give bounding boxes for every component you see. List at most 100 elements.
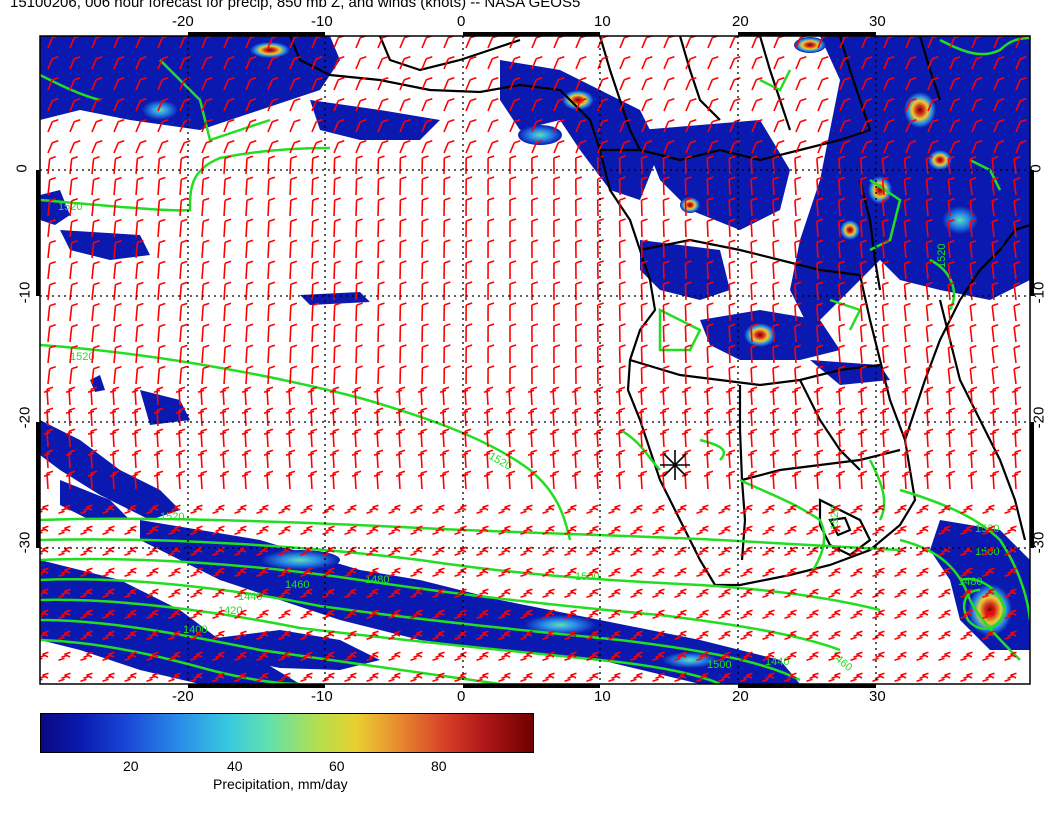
location-marker [660, 450, 690, 480]
wind-barb [575, 281, 583, 301]
wind-barb [989, 449, 1000, 469]
wind-barb [91, 344, 100, 364]
wind-barb [289, 302, 298, 322]
wind-barb [857, 428, 868, 448]
contour-label: 1480 [958, 576, 982, 588]
wind-barb [267, 176, 276, 196]
wind-barb [212, 504, 225, 514]
wind-barb [307, 470, 318, 490]
wind-barb [329, 470, 340, 490]
wind-barb [135, 344, 144, 364]
wind-barb [593, 407, 604, 427]
wind-barb [630, 588, 643, 598]
wind-barb [685, 97, 697, 112]
wind-barb [575, 176, 583, 196]
wind-barb [527, 407, 538, 427]
wind-barb [542, 651, 555, 661]
wind-barb [135, 55, 147, 70]
wind-barb [839, 118, 851, 133]
wind-barb [373, 428, 384, 448]
wind-barb [850, 504, 863, 514]
wind-barb [421, 365, 429, 385]
wind-barb [947, 302, 955, 322]
wind-barb [969, 366, 977, 385]
wind-barb [549, 449, 560, 469]
wind-barb [333, 344, 341, 364]
wind-barb [728, 239, 736, 259]
wind-barb [333, 176, 341, 196]
wind-barb [828, 546, 841, 556]
wind-barb [91, 260, 100, 280]
wind-barb [65, 470, 76, 490]
wind-barb [662, 260, 670, 280]
wind-barb [40, 546, 49, 555]
wind-barb [223, 323, 232, 343]
wind-barb [729, 36, 741, 49]
wind-barb [476, 651, 489, 661]
wind-barb [47, 198, 56, 217]
wind-barb [219, 386, 230, 406]
wind-barb [153, 386, 164, 406]
wind-barb [58, 525, 71, 535]
wind-barb [498, 630, 511, 640]
wind-barb [773, 97, 785, 112]
wind-barb [925, 302, 933, 322]
wind-barb [575, 302, 583, 322]
wind-barb [190, 525, 203, 535]
wind-barb [278, 672, 291, 682]
wind-barb [223, 302, 232, 322]
wind-barb [706, 197, 714, 217]
wind-barb [267, 97, 279, 112]
wind-barb [925, 281, 933, 301]
wind-barb [65, 428, 76, 448]
wind-barb [157, 260, 166, 280]
wind-barb [190, 567, 203, 577]
wind-barb [927, 76, 939, 91]
wind-barb [43, 470, 54, 490]
wind-barb [399, 97, 411, 112]
wind-barb [553, 281, 561, 301]
wind-barb [542, 525, 555, 535]
wind-barb [443, 76, 455, 91]
wind-barb [662, 365, 670, 385]
wind-barb [219, 470, 230, 490]
wind-barb [816, 260, 824, 280]
wind-barb [509, 139, 521, 154]
wind-barb [971, 139, 983, 154]
wind-barb [223, 239, 232, 259]
wind-barb [696, 651, 709, 661]
wind-barb [881, 176, 889, 196]
wind-barb [80, 630, 93, 640]
wind-barb [619, 36, 631, 49]
wind-barb [509, 302, 517, 321]
wind-barb [311, 218, 320, 238]
wind-barb [662, 176, 670, 196]
wind-barb [947, 344, 955, 364]
lon-label-top: 0 [457, 13, 466, 30]
wind-barb [289, 55, 301, 70]
wind-barb [47, 156, 56, 175]
wind-barb [179, 302, 188, 322]
wind-barb [618, 281, 626, 301]
wind-barb [838, 323, 846, 343]
wind-barb [696, 588, 709, 598]
wind-barb [791, 470, 802, 490]
wind-barb [113, 176, 122, 196]
wind-barb [553, 365, 561, 385]
wind-barb [124, 588, 137, 598]
wind-barb [40, 525, 49, 534]
wind-barb [439, 428, 450, 448]
wind-barb [618, 365, 626, 385]
wind-barb [1013, 303, 1021, 322]
wind-barb [828, 588, 841, 598]
wind-barb [487, 302, 495, 322]
wind-barb [725, 386, 736, 406]
wind-barb [707, 76, 719, 91]
wind-barb [505, 386, 516, 406]
wind-barb [747, 386, 758, 406]
wind-barb [91, 155, 100, 175]
wind-barb [91, 323, 100, 343]
wind-barb [509, 260, 517, 279]
wind-barb [850, 651, 863, 661]
wind-barb [520, 546, 533, 556]
